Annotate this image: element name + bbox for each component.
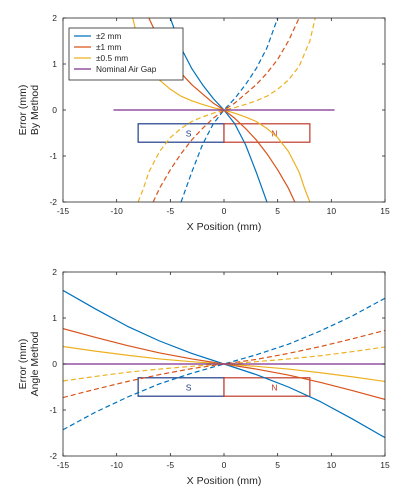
magnet-south-label: S — [186, 129, 192, 139]
y-tick-label: 1 — [52, 59, 57, 69]
x-tick-label: 5 — [275, 206, 280, 216]
y-axis-label-line-1: Error (mm) — [17, 85, 29, 136]
magnet-south-pole — [137, 123, 225, 143]
y-tick-label: 0 — [52, 105, 57, 115]
x-tick-label: -5 — [167, 206, 175, 216]
magnet-north-label: N — [271, 129, 277, 139]
legend-label: ±1 mm — [96, 42, 121, 52]
legend-label: Nominal Air Gap — [96, 64, 157, 74]
x-tick-label: 10 — [327, 460, 337, 470]
x-tick-label: -10 — [111, 206, 124, 216]
y-tick-label: -1 — [49, 405, 57, 415]
x-tick-label: 0 — [222, 206, 227, 216]
y-tick-label: -1 — [49, 151, 57, 161]
y-tick-label: 1 — [52, 313, 57, 323]
y-axis-label-line-2: Angle Method — [29, 331, 41, 396]
series-line-2-mm-dashed — [63, 297, 385, 431]
x-tick-label: 5 — [275, 460, 280, 470]
series-line-2-mm-solid — [169, 18, 268, 202]
legend-label: ±0.5 mm — [96, 53, 128, 63]
magnet-north-pole — [223, 123, 311, 143]
x-axis-label: X Position (mm) — [187, 221, 262, 233]
x-tick-label: 10 — [327, 206, 337, 216]
magnet-north-label: N — [271, 383, 277, 393]
y-tick-label: -2 — [49, 197, 57, 207]
magnet-north-pole — [223, 377, 311, 397]
x-tick-label: -15 — [57, 460, 70, 470]
y-tick-label: 2 — [52, 13, 57, 23]
x-tick-label: -10 — [111, 460, 124, 470]
y-axis-label-line-2: By Method — [29, 85, 41, 135]
legend-label: ±2 mm — [96, 31, 121, 41]
x-tick-label: -5 — [167, 460, 175, 470]
x-tick-label: 15 — [380, 460, 390, 470]
magnet-south-label: S — [186, 383, 192, 393]
y-tick-label: 0 — [52, 359, 57, 369]
y-axis-label-line-1: Error (mm) — [17, 339, 29, 390]
series-line-1-mm-dashed — [152, 18, 300, 202]
y-tick-label: 2 — [52, 267, 57, 277]
x-tick-label: 0 — [222, 460, 227, 470]
x-axis-label: X Position (mm) — [187, 475, 262, 487]
legend-box — [68, 27, 184, 81]
y-tick-label: -2 — [49, 451, 57, 461]
x-tick-label: 15 — [380, 206, 390, 216]
x-tick-label: -15 — [57, 206, 70, 216]
